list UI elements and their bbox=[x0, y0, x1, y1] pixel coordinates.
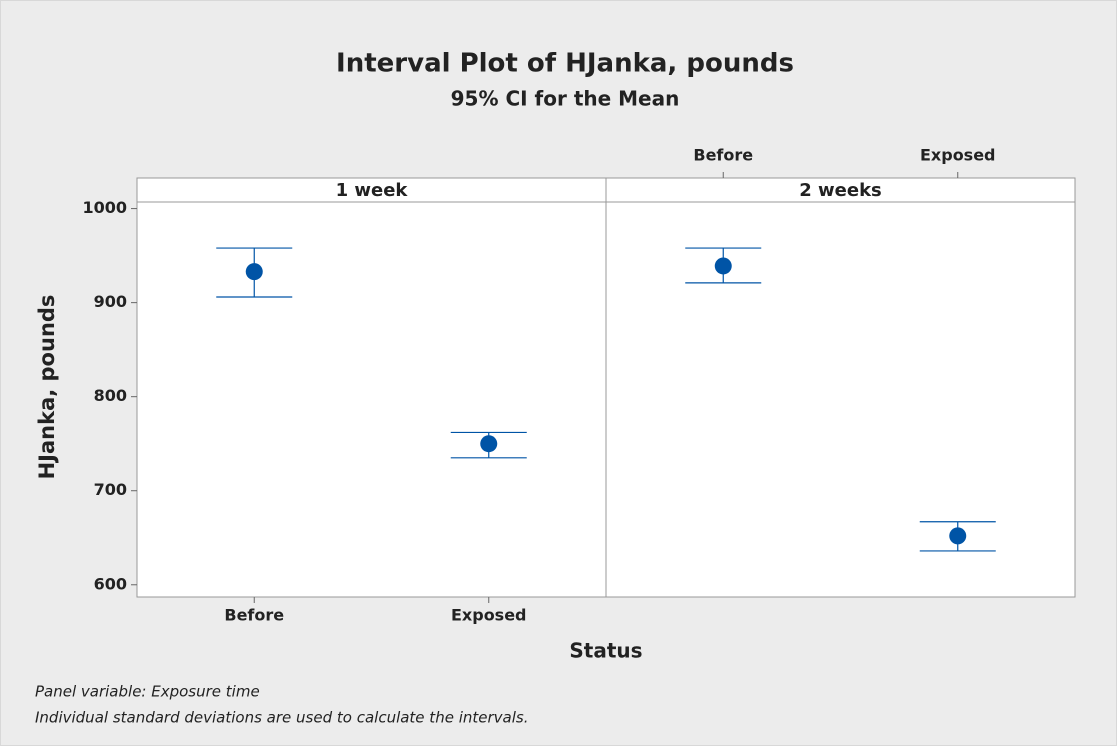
footnote: Individual standard deviations are used … bbox=[35, 709, 528, 727]
y-tick-label: 900 bbox=[94, 292, 127, 311]
chart-title: Interval Plot of HJanka, pounds bbox=[336, 49, 794, 79]
mean-point bbox=[480, 435, 498, 453]
panel-header bbox=[136, 177, 607, 203]
x-axis-label: Status bbox=[569, 639, 642, 663]
chart-subtitle: 95% CI for the Mean bbox=[451, 87, 680, 111]
mean-point bbox=[245, 263, 263, 281]
panel-header bbox=[605, 177, 1076, 203]
mean-point bbox=[949, 527, 967, 545]
y-tick-label: 700 bbox=[94, 480, 127, 499]
x-tick-label: Before bbox=[224, 606, 284, 625]
y-tick-label: 600 bbox=[94, 574, 127, 593]
panel-label: 1 week bbox=[336, 180, 409, 201]
x-tick-label: Exposed bbox=[451, 606, 527, 625]
x-tick-label: Before bbox=[693, 146, 753, 165]
mean-point bbox=[714, 257, 732, 275]
footnote: Panel variable: Exposure time bbox=[35, 683, 260, 701]
x-tick-label: Exposed bbox=[920, 146, 996, 165]
y-tick-label: 800 bbox=[94, 386, 127, 405]
y-axis-label: HJanka, pounds bbox=[35, 295, 59, 480]
panel-label: 2 weeks bbox=[799, 180, 882, 201]
y-tick-label: 1000 bbox=[82, 198, 127, 217]
